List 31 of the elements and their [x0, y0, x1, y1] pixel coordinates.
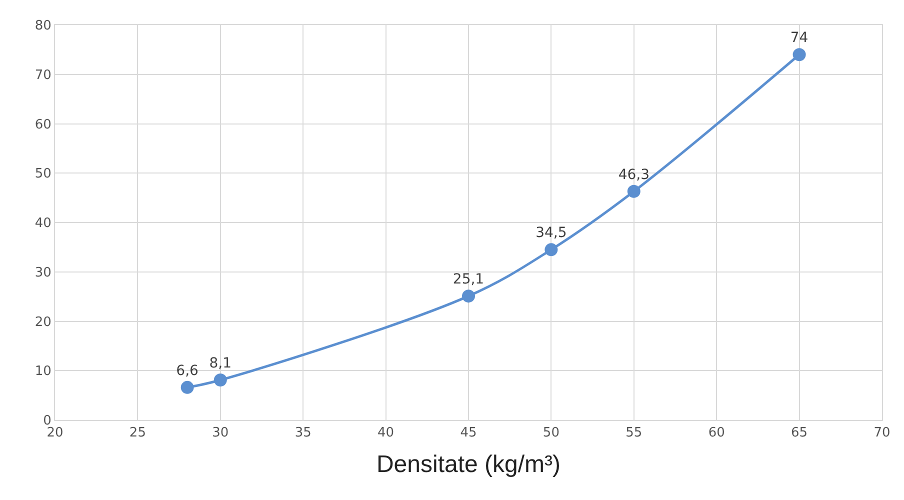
y-tick-label: 60 — [34, 117, 52, 132]
x-tick-label: 70 — [874, 426, 890, 441]
point — [214, 374, 227, 387]
x-tick-label: 55 — [626, 426, 642, 441]
x-tick-label: 40 — [378, 426, 394, 441]
y-tick-label: 10 — [34, 364, 52, 380]
y-tick-label: 70 — [34, 68, 52, 83]
point — [544, 243, 558, 256]
data-label: 6,6 — [176, 362, 199, 379]
data-label: 74 — [790, 30, 808, 46]
y-tick-label: 50 — [34, 166, 52, 182]
data-label: 8,1 — [209, 355, 232, 372]
point — [180, 380, 194, 394]
x-tick-label: 30 — [212, 426, 229, 441]
data-label: 25,1 — [452, 271, 484, 288]
data-label: 34,5 — [536, 225, 567, 242]
point — [462, 290, 475, 303]
point — [627, 184, 640, 198]
x-axis-title: Densitate (kg/m³) — [376, 450, 561, 478]
x-tick-label: 35 — [294, 426, 312, 441]
x-tick-label: 25 — [129, 426, 146, 441]
x-tick-label: 65 — [791, 426, 808, 441]
x-tick-label: 50 — [542, 426, 560, 441]
y-tick-label: 30 — [34, 265, 52, 280]
data-label: 46,3 — [618, 166, 650, 183]
y-tick-label: 40 — [34, 216, 52, 232]
x-tick-label: 60 — [708, 426, 725, 441]
point — [792, 48, 806, 62]
y-tick-label: 80 — [34, 18, 52, 34]
y-tick-label: 20 — [34, 314, 52, 330]
x-tick-label: 45 — [460, 426, 477, 441]
